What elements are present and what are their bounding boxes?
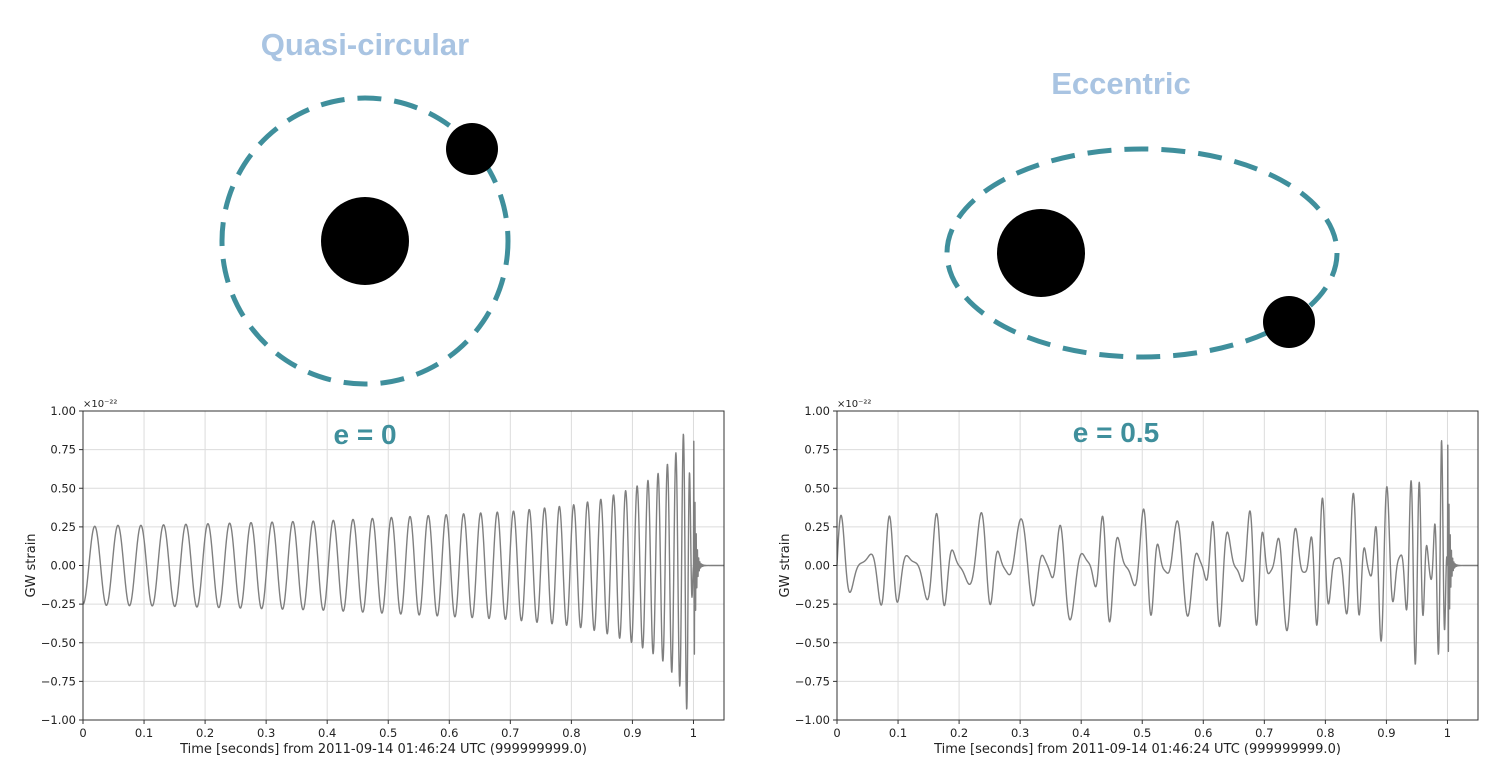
eccentricity-label-e0: e = 0 [333,419,396,450]
x-tick-label: 0.5 [1133,726,1151,740]
eccentric-orbit-path [944,146,1340,360]
y-axis-label: GW strain [24,533,39,597]
y-tick-label: −0.50 [795,636,830,650]
gw-strain-series [82,433,725,710]
x-tick-label: 0.6 [440,726,458,740]
x-tick-label: 0.4 [318,726,336,740]
y-tick-label: 0.50 [50,481,76,495]
y-axis-label: GW strain [778,533,793,597]
x-axis-label: Time [seconds] from 2011-09-14 01:46:24 … [179,742,587,757]
x-tick-label: 0.4 [1072,726,1090,740]
small-black-hole [1263,296,1315,348]
y-tick-label: −1.00 [795,713,830,727]
x-tick-label: 0.5 [379,726,397,740]
large-black-hole [321,197,409,285]
y-tick-label: 0.25 [50,520,76,534]
quasi-circular-title: Quasi-circular [261,27,469,62]
x-tick-label: 0.7 [501,726,519,740]
quasi-circular-diagram: Quasi-circular [219,27,511,387]
eccentric-diagram: Eccentric [944,66,1340,360]
y-axis-multiplier: ×10⁻²² [83,399,117,410]
x-tick-label: 0.2 [950,726,968,740]
x-tick-label: 1 [1444,726,1451,740]
y-tick-label: 0.75 [50,443,76,457]
y-tick-label: −0.25 [41,597,76,611]
y-axis-multiplier: ×10⁻²² [837,399,871,410]
x-tick-label: 1 [690,726,697,740]
y-tick-label: 0.75 [804,443,830,457]
x-tick-label: 0.3 [257,726,275,740]
y-tick-label: 1.00 [50,404,76,418]
y-tick-label: 0.00 [804,559,830,573]
eccentric-title: Eccentric [1051,66,1191,101]
y-tick-label: 0.50 [804,481,830,495]
x-tick-label: 0.8 [1316,726,1334,740]
x-tick-label: 0.9 [1377,726,1395,740]
y-tick-label: 1.00 [804,404,830,418]
x-tick-label: 0 [79,726,86,740]
circular-orbit-path [219,95,511,387]
x-tick-label: 0.8 [562,726,580,740]
x-tick-label: 0 [833,726,840,740]
x-tick-label: 0.7 [1255,726,1273,740]
waveform-chart-e05: 0 0.1 0.2 0.3 0.4 0.5 0.6 0.7 0.8 0.9 1 −1.00 −0.75 −… [778,399,1479,757]
x-tick-label: 0.3 [1011,726,1029,740]
x-tick-label: 0.1 [889,726,907,740]
eccentricity-label-e05: e = 0.5 [1073,417,1159,448]
gw-strain-series [836,440,1479,665]
small-black-hole [446,123,498,175]
x-tick-label: 0.1 [135,726,153,740]
x-tick-label: 0.9 [623,726,641,740]
y-tick-label: −0.50 [41,636,76,650]
y-tick-label: −0.75 [795,674,830,688]
waveform-chart-e0: 0 0.1 0.2 0.3 0.4 0.5 0.6 0.7 0.8 0.9 1 −1.00 −0.75 −… [24,399,725,757]
y-tick-label: 0.25 [804,520,830,534]
y-tick-label: −1.00 [41,713,76,727]
x-tick-label: 0.2 [196,726,214,740]
y-tick-label: 0.00 [50,559,76,573]
y-tick-label: −0.25 [795,597,830,611]
x-tick-label: 0.6 [1194,726,1212,740]
y-tick-label: −0.75 [41,674,76,688]
large-black-hole [997,209,1085,297]
x-axis-label: Time [seconds] from 2011-09-14 01:46:24 … [933,742,1341,757]
